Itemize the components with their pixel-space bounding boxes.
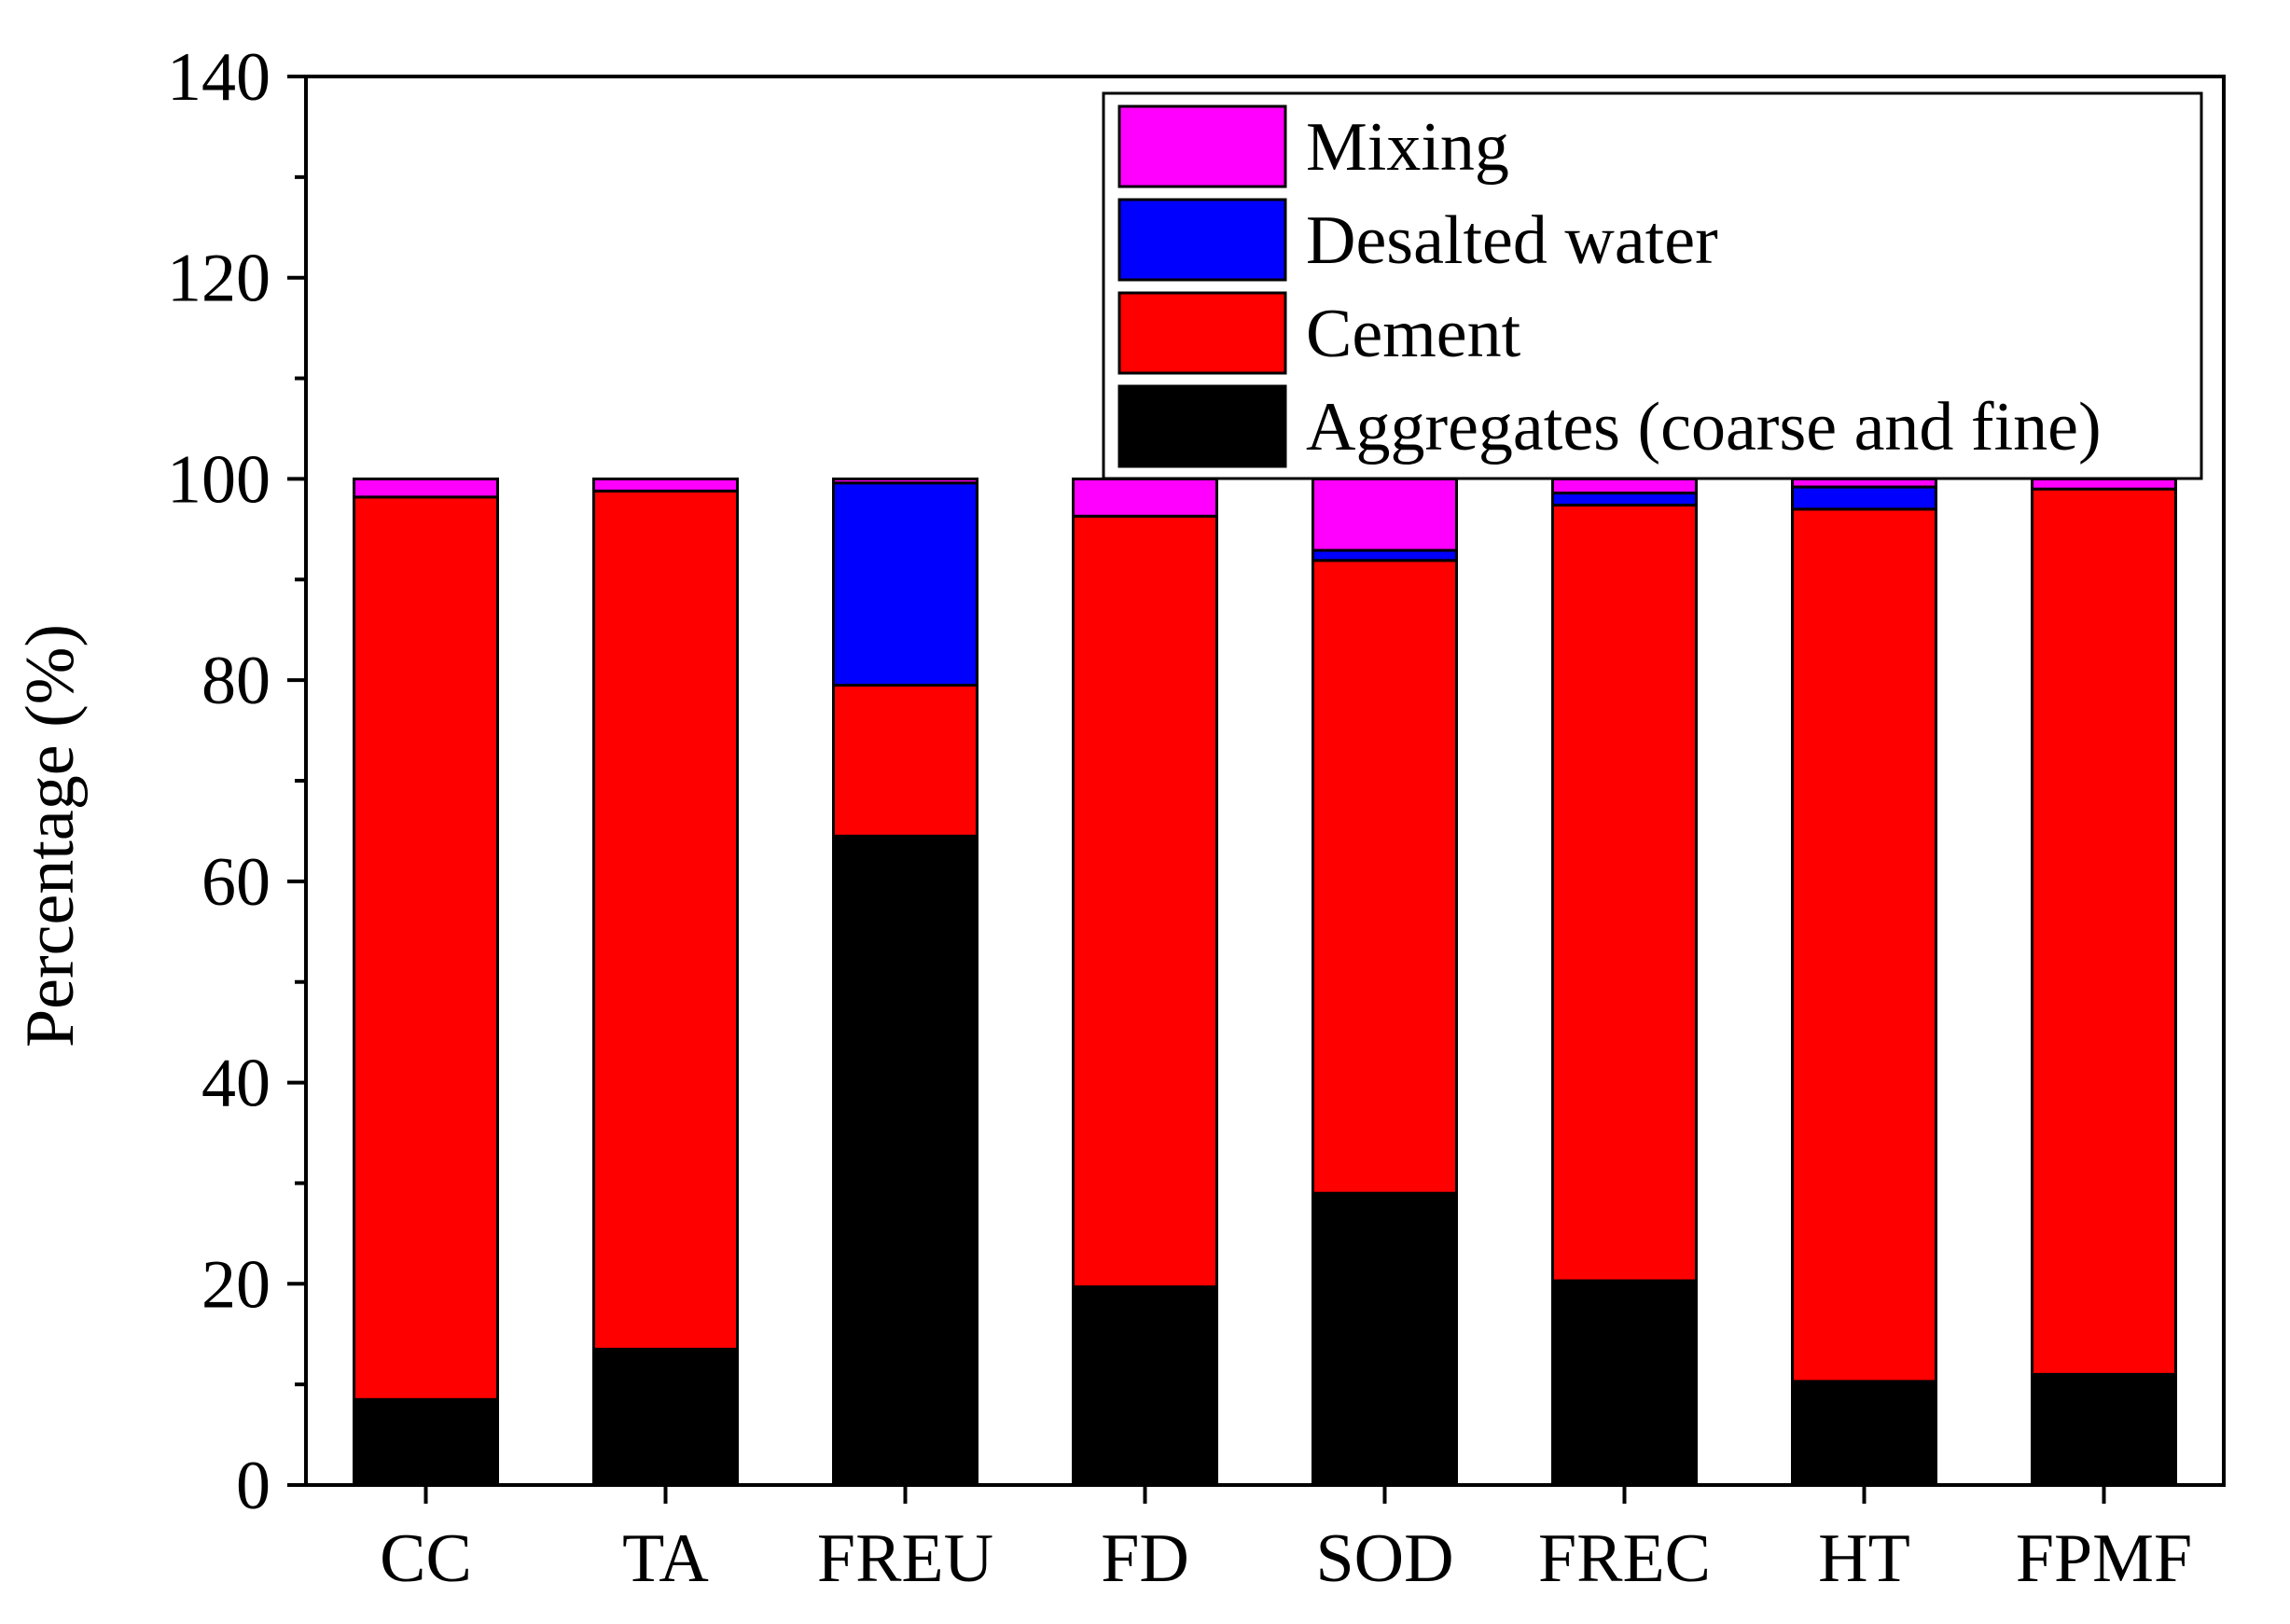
bar-cc-cement [353,495,499,1401]
x-tick-label-ta: TA [622,1520,709,1597]
bar-fpmf-mixing [2031,477,2177,491]
legend-label-desalted-water: Desalted water [1306,202,1718,279]
bar-ht-aggregates-coarse-and-fine [1791,1380,1937,1487]
legend: Mixing Desalted water Cement Aggregates (co… [1102,91,2203,480]
x-tick-label-cc: CC [380,1520,472,1597]
bar-ht-cement [1791,507,1937,1383]
bar-frec-mixing [1551,477,1698,495]
bar-freu-desalted-water [832,481,978,687]
x-tick-label-freu: FREU [817,1520,993,1597]
legend-swatch-aggregates-coarse-and-fine [1117,384,1287,468]
bar-freu-mixing [832,477,978,485]
x-tick-label-ht: HT [1818,1520,1910,1597]
bar-ta-mixing [592,477,739,493]
bar-fd-mixing [1072,477,1218,518]
legend-label-mixing: Mixing [1306,109,1509,186]
y-tick-label: 140 [167,39,271,116]
bars-layer [353,477,2177,1487]
bar-freu-cement [832,684,978,838]
y-tick-label: 80 [201,643,271,719]
y-tick-label: 0 [236,1448,271,1524]
bar-fd-cement [1072,514,1218,1289]
x-tick-label-sod: SOD [1315,1520,1453,1597]
bar-freu-aggregates-coarse-and-fine [832,834,978,1487]
x-tick-label-fd: FD [1101,1520,1189,1597]
legend-swatch-desalted-water [1117,198,1287,282]
legend-label-cement: Cement [1306,296,1521,372]
bar-cc-mixing [353,477,499,499]
bar-cc-aggregates-coarse-and-fine [353,1397,499,1487]
legend-swatch-cement [1117,291,1287,375]
bar-sod-aggregates-coarse-and-fine [1312,1191,1458,1487]
bar-fd-aggregates-coarse-and-fine [1072,1285,1218,1487]
y-tick-label: 120 [167,241,271,317]
bar-sod-cement [1312,559,1458,1195]
bar-fpmf-aggregates-coarse-and-fine [2031,1372,2177,1487]
x-tick-label-frec: FREC [1538,1520,1711,1597]
bar-sod-mixing [1312,477,1458,552]
bar-fpmf-cement [2031,487,2177,1376]
y-tick-label: 40 [201,1046,271,1122]
bar-frec-aggregates-coarse-and-fine [1551,1279,1698,1487]
bar-frec-desalted-water [1551,492,1698,507]
legend-swatch-mixing [1117,104,1287,188]
y-tick-label: 100 [167,441,271,518]
y-axis-title: Percentage (%) [12,624,89,1048]
axes-layer: 0 20 40 60 80 100 120 140 CC TA FREU FD SOD FREC HT FPM… [167,39,2226,1597]
y-tick-label: 60 [201,844,271,921]
bar-ht-mixing [1791,477,1937,489]
bar-sod-desalted-water [1312,548,1458,562]
y-tick-label: 20 [201,1246,271,1323]
legend-label-aggregates-coarse-and-fine: Aggregates (coarse and fine) [1306,389,2102,465]
bar-frec-cement [1551,503,1698,1283]
bar-ta-aggregates-coarse-and-fine [592,1347,739,1487]
bar-ht-desalted-water [1791,485,1937,511]
bar-ta-cement [592,489,739,1351]
x-tick-label-fpmf: FPMF [2016,1520,2192,1597]
